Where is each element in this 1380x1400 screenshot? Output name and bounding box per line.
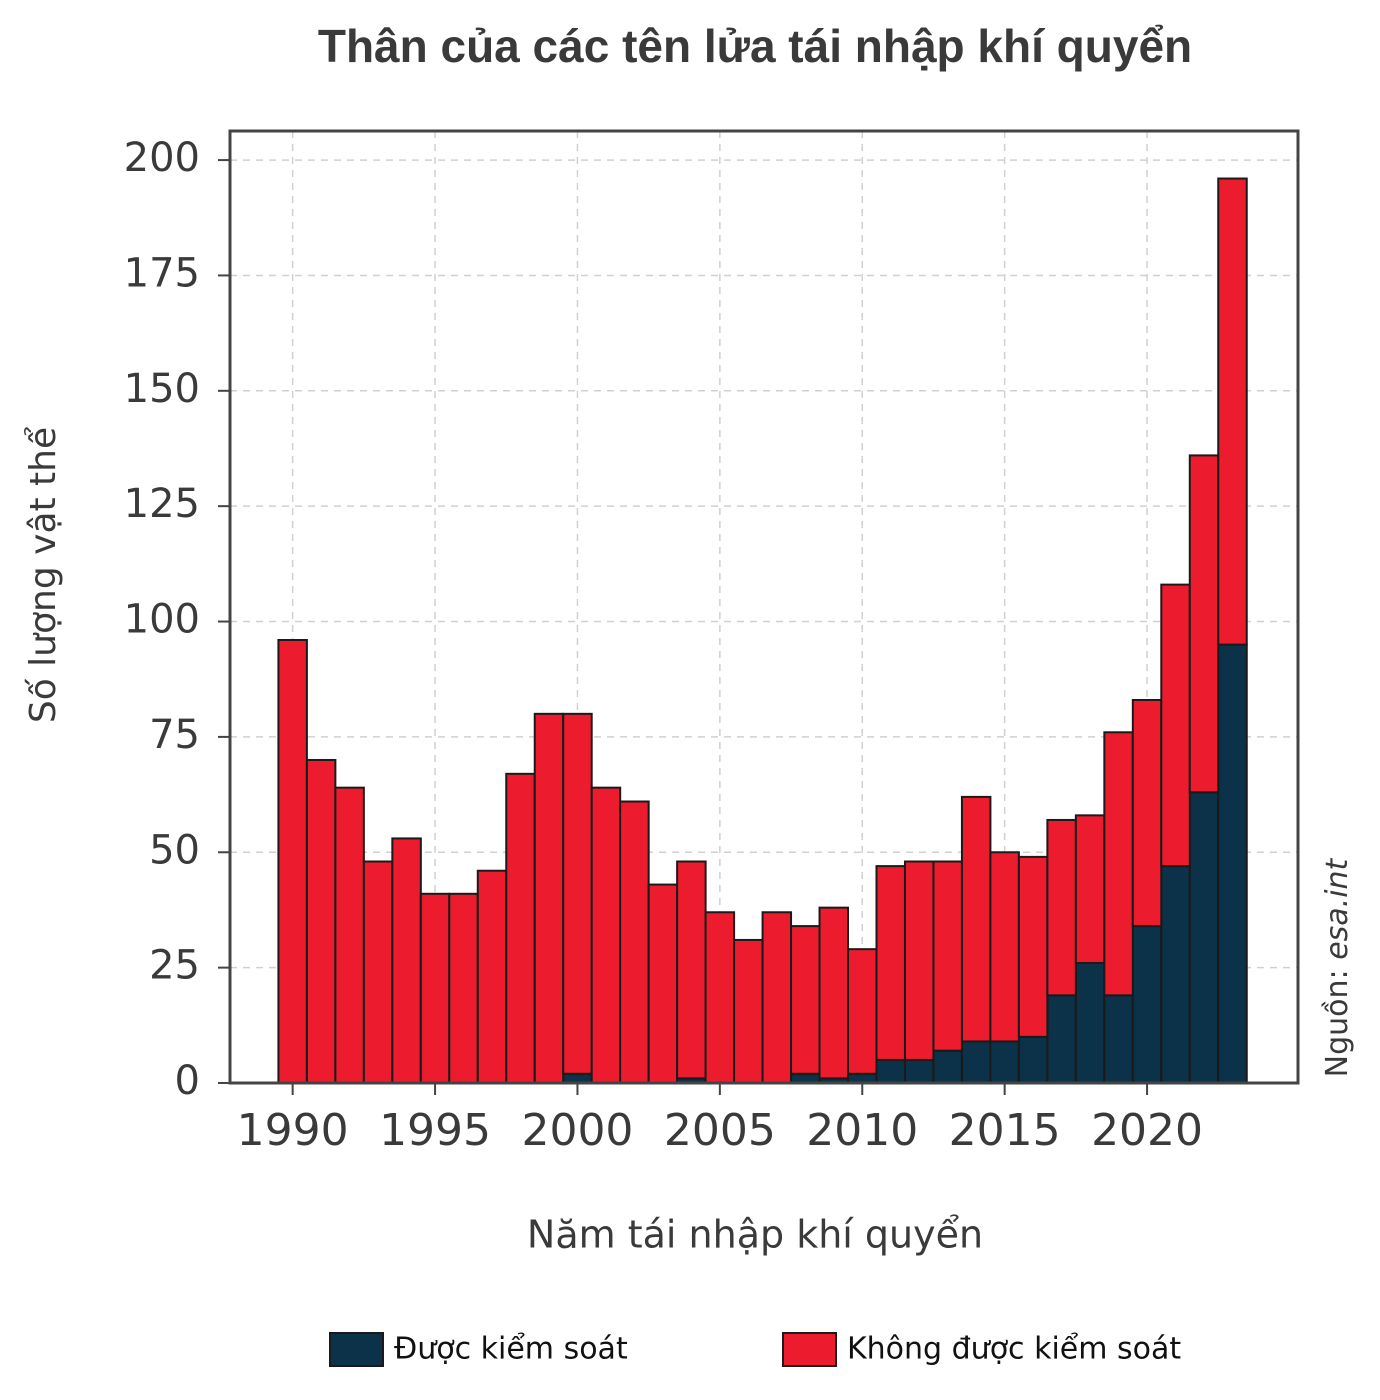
bar-segment: [562, 712, 593, 1075]
y-tick-label: 150: [124, 366, 200, 412]
y-tick-label: 75: [149, 712, 200, 758]
bar-segment: [1217, 643, 1248, 1084]
y-axis-label: Số lượng vật thể: [23, 427, 64, 723]
y-tick-label: 25: [149, 943, 200, 989]
bar-segment: [1017, 1035, 1049, 1085]
y-tick-label: 50: [149, 827, 200, 873]
legend-label: Được kiểm soát: [394, 1331, 628, 1367]
bar-segment: [448, 892, 479, 1084]
bar-segment: [590, 786, 622, 1084]
bar-segment: [903, 1058, 935, 1084]
bar-segment: [903, 860, 935, 1061]
bar-segment: [391, 837, 422, 1084]
bar-segment: [1160, 865, 1191, 1085]
y-tick-label: 200: [124, 135, 200, 181]
bar-segment: [1131, 925, 1163, 1085]
x-tick-label: 1995: [379, 1105, 491, 1156]
x-axis-label: Năm tái nhập khí quyển: [527, 1213, 983, 1257]
y-tick-label: 100: [124, 597, 200, 643]
bar-segment: [1217, 177, 1248, 646]
bar-segment: [1103, 994, 1134, 1084]
bar-segment: [1131, 698, 1163, 928]
x-tick-label: 2005: [664, 1105, 776, 1156]
bar-segment: [932, 860, 963, 1052]
bar-segment: [305, 758, 337, 1084]
x-tick-label: 2000: [521, 1105, 633, 1156]
bar-segment: [989, 1040, 1020, 1085]
bar-segment: [847, 948, 878, 1075]
x-tick-label: 2015: [949, 1105, 1061, 1156]
plot-frame: [228, 129, 1300, 1085]
bar-segment: [875, 865, 906, 1061]
source-label: Nguồn:: [1320, 969, 1355, 1077]
bar-segment: [1160, 583, 1191, 868]
bar-segment: [1188, 791, 1220, 1085]
bar-segment: [1074, 814, 1106, 965]
bar-segment: [1103, 731, 1134, 997]
bar-segment: [932, 1049, 963, 1084]
y-tick-label: 125: [124, 481, 200, 527]
bar-segment: [704, 911, 736, 1084]
bar-segment: [1188, 454, 1220, 794]
source-name: esa.int: [1320, 857, 1355, 959]
bar-segment: [790, 925, 821, 1075]
x-tick-label: 1990: [237, 1105, 349, 1156]
bar-segment: [960, 795, 992, 1043]
bar-segment: [419, 892, 451, 1084]
source: Nguồn: esa.int: [1320, 857, 1355, 1077]
y-tick-label: 175: [124, 250, 200, 296]
legend-label: Không được kiểm soát: [847, 1331, 1181, 1367]
bar-segment: [476, 869, 508, 1085]
chart-title: Thân của các tên lửa tái nhập khí quyển: [318, 20, 1192, 72]
bar-segment: [960, 1040, 992, 1085]
bar-segment: [1046, 994, 1077, 1084]
bar-segment: [875, 1058, 906, 1084]
x-tick-label: 2020: [1091, 1105, 1203, 1156]
bar-segment: [989, 851, 1020, 1043]
legend-swatch: [782, 1332, 837, 1367]
x-tick-label: 2010: [806, 1105, 918, 1156]
bar-segment: [619, 800, 650, 1084]
y-tick-label: 0: [175, 1058, 200, 1104]
bar-segment: [1046, 818, 1077, 997]
bar-segment: [676, 860, 707, 1080]
bar-segment: [533, 712, 565, 1085]
bar-segment: [334, 786, 365, 1084]
bar-segment: [818, 906, 850, 1080]
bar-segment: [761, 911, 793, 1084]
bar-segment: [362, 860, 394, 1084]
bar-segment: [1074, 962, 1106, 1085]
bar-segment: [505, 772, 536, 1085]
bar-segment: [733, 938, 764, 1084]
legend-swatch: [329, 1332, 384, 1367]
bar-segment: [1017, 855, 1049, 1038]
bar-segment: [277, 638, 308, 1085]
bar-segment: [647, 883, 679, 1085]
